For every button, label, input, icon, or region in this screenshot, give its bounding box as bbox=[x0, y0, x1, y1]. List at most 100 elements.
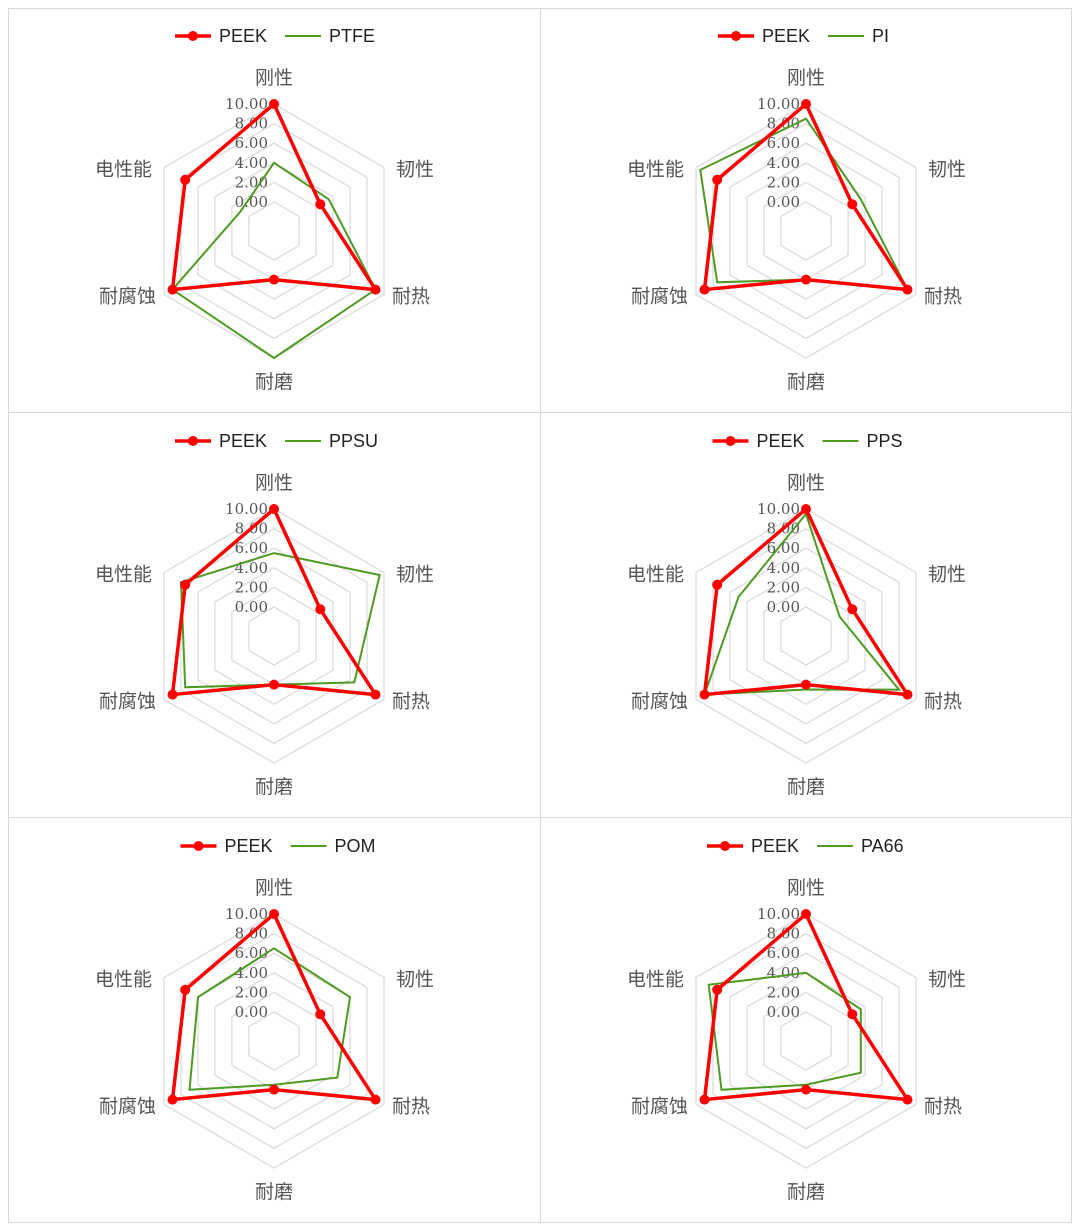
axis-label: 韧性 bbox=[928, 159, 966, 181]
radar-panel-4: 0.00 2.00 4.00 6.00 8.00 10.00 刚性 韧性 耐热 耐磨 耐腐蚀 电性能 P… bbox=[541, 414, 1073, 819]
series-line-ptfe bbox=[171, 161, 377, 360]
series-line-pps bbox=[703, 511, 902, 696]
axis-label: 耐磨 bbox=[787, 1181, 825, 1203]
tick-label: 6.00 bbox=[235, 944, 268, 962]
data-point-peek bbox=[712, 174, 723, 185]
vertical-divider bbox=[540, 9, 541, 1222]
tick-label: 10.00 bbox=[225, 95, 268, 113]
radar-panel-6: 0.00 2.00 4.00 6.00 8.00 10.00 刚性 韧性 耐热 耐磨 耐腐蚀 电性能 P… bbox=[541, 819, 1073, 1224]
series-line-peek bbox=[170, 911, 379, 1102]
data-point-peek bbox=[699, 284, 710, 295]
grid-ring bbox=[746, 972, 866, 1110]
axis-label: 耐热 bbox=[924, 691, 962, 713]
legend-marker-peek bbox=[725, 436, 736, 446]
data-point-peek bbox=[315, 1009, 326, 1020]
data-point-peek bbox=[269, 99, 279, 109]
grid-ring bbox=[214, 162, 334, 300]
axis-label: 电性能 bbox=[627, 969, 684, 991]
data-point-peek bbox=[801, 504, 811, 514]
axis-label: 耐磨 bbox=[787, 371, 825, 393]
axis-label: 刚性 bbox=[787, 877, 825, 899]
axis-label: 耐磨 bbox=[255, 1181, 293, 1203]
grid-ring bbox=[163, 508, 385, 764]
tick-label: 2.00 bbox=[767, 173, 800, 191]
data-point-peek bbox=[801, 99, 811, 109]
tick-label: 10.00 bbox=[225, 500, 268, 518]
axis-label: 电性能 bbox=[627, 564, 684, 586]
data-point-peek bbox=[801, 274, 811, 285]
radar-chart: 0.002.004.006.008.0010.00刚性韧性耐热耐磨耐腐蚀电性能P… bbox=[95, 431, 434, 798]
tick-label: 2.00 bbox=[767, 983, 800, 1001]
radar-panel-1: 0.00 2.00 4.00 6.00 8.00 10.00 刚性 韧性 耐热 耐磨 耐腐蚀 电性能 P… bbox=[9, 9, 541, 414]
grid-ring bbox=[248, 201, 300, 261]
data-point-peek bbox=[370, 1094, 381, 1105]
axis-label: 耐热 bbox=[924, 1096, 962, 1118]
grid-ring bbox=[695, 508, 917, 764]
radar-chart: 0.002.004.006.008.0010.00刚性韧性耐热耐磨耐腐蚀电性能P… bbox=[627, 836, 966, 1203]
data-point-peek bbox=[269, 679, 279, 690]
axis-label: 耐腐蚀 bbox=[99, 1096, 156, 1118]
tick-label: 4.00 bbox=[235, 154, 268, 172]
data-point-peek bbox=[180, 174, 191, 185]
data-point-peek bbox=[801, 1084, 811, 1095]
legend-marker-peek bbox=[720, 841, 730, 851]
series-line-peek bbox=[702, 101, 911, 292]
tick-label: 4.00 bbox=[235, 964, 268, 982]
axis-label: 电性能 bbox=[95, 159, 152, 181]
tick-label: 10.00 bbox=[225, 905, 268, 923]
radar-chart: 0.002.004.006.008.0010.00刚性韧性耐热耐磨耐腐蚀电性能P… bbox=[95, 836, 434, 1203]
data-point-peek bbox=[699, 689, 710, 700]
axis-label: 刚性 bbox=[787, 67, 825, 89]
tick-label: 6.00 bbox=[767, 134, 800, 152]
legend-label-peek: PEEK bbox=[219, 431, 267, 451]
data-point-peek bbox=[167, 689, 178, 700]
tick-label: 0.00 bbox=[767, 1003, 800, 1021]
series-line-peek bbox=[702, 911, 911, 1102]
data-point-peek bbox=[699, 1094, 710, 1105]
legend-label-peek: PEEK bbox=[219, 26, 267, 46]
grid-ring bbox=[163, 913, 385, 1169]
axis-label: 刚性 bbox=[255, 67, 293, 89]
axis-label: 刚性 bbox=[255, 877, 293, 899]
data-point-peek bbox=[315, 604, 326, 615]
axis-label: 耐磨 bbox=[255, 776, 293, 798]
legend-label-peek: PEEK bbox=[762, 26, 810, 46]
axis-label: 耐腐蚀 bbox=[631, 1096, 688, 1118]
grid-ring bbox=[729, 952, 883, 1130]
data-point-peek bbox=[167, 284, 178, 295]
axis-label: 耐腐蚀 bbox=[99, 691, 156, 713]
data-point-peek bbox=[902, 284, 913, 295]
data-point-peek bbox=[167, 1094, 178, 1105]
tick-label: 0.00 bbox=[235, 598, 268, 616]
tick-label: 0.00 bbox=[767, 598, 800, 616]
legend-label-peek: PEEK bbox=[225, 836, 273, 856]
tick-label: 2.00 bbox=[767, 578, 800, 596]
data-point-peek bbox=[847, 199, 858, 210]
legend-marker-peek bbox=[193, 841, 204, 851]
radar-panel-2: 0.00 2.00 4.00 6.00 8.00 10.00 刚性 韧性 耐热 耐磨 耐腐蚀 电性能 P… bbox=[541, 9, 1073, 414]
series-line-peek bbox=[702, 506, 911, 697]
tick-label: 4.00 bbox=[767, 559, 800, 577]
grid-ring bbox=[729, 142, 883, 320]
axis-label: 耐热 bbox=[392, 1096, 430, 1118]
data-point-peek bbox=[269, 909, 279, 919]
axis-label: 刚性 bbox=[787, 472, 825, 494]
data-point-peek bbox=[180, 984, 191, 995]
axis-label: 耐热 bbox=[924, 286, 962, 308]
legend-label-pi: PI bbox=[872, 26, 889, 46]
grid-ring bbox=[780, 201, 832, 261]
data-point-peek bbox=[180, 579, 191, 590]
radar-chart: 0.002.004.006.008.0010.00刚性韧性耐热耐磨耐腐蚀电性能P… bbox=[95, 26, 434, 393]
legend-marker-peek bbox=[731, 31, 741, 41]
radar-chart: 0.002.004.006.008.0010.00刚性韧性耐热耐磨耐腐蚀电性能P… bbox=[627, 431, 966, 798]
series-line-peek bbox=[170, 101, 379, 292]
tick-label: 10.00 bbox=[757, 500, 800, 518]
grid-ring bbox=[746, 162, 866, 300]
grid-ring bbox=[780, 606, 832, 666]
legend-label-pps: PPS bbox=[867, 431, 903, 451]
data-point-peek bbox=[712, 579, 723, 590]
tick-label: 6.00 bbox=[767, 944, 800, 962]
axis-label: 韧性 bbox=[396, 969, 434, 991]
grid-ring bbox=[197, 142, 351, 320]
legend-label-ptfe: PTFE bbox=[329, 26, 375, 46]
